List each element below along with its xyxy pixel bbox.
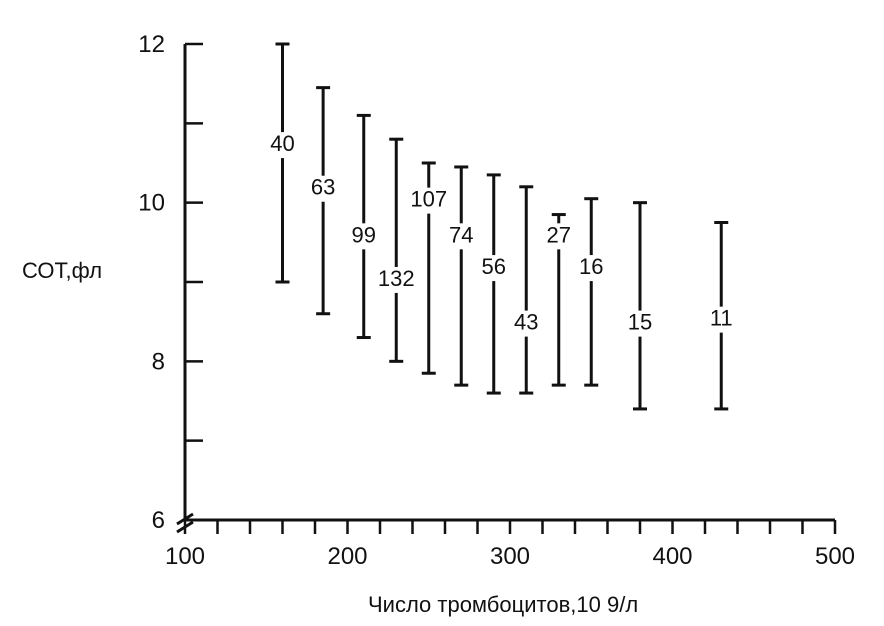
error-bar: 40 [266, 42, 299, 284]
error-bar: 27 [542, 213, 575, 387]
y-tick-label: 12 [138, 31, 165, 58]
sample-size-label: 74 [449, 222, 473, 247]
n-label-background [477, 255, 510, 282]
error-bar: 63 [307, 86, 340, 316]
n-label-background [542, 223, 575, 250]
n-label-background [373, 266, 419, 293]
n-label-background [445, 223, 478, 250]
error-bar: 11 [705, 221, 738, 411]
error-bar: 15 [624, 201, 656, 411]
n-label-background [575, 255, 608, 282]
sample-size-label: 43 [514, 310, 538, 335]
sample-size-label: 11 [710, 306, 733, 331]
x-tick-label: 400 [652, 543, 692, 570]
error-bar: 43 [510, 185, 543, 395]
sample-size-label: 15 [628, 310, 652, 335]
x-tick-label: 500 [815, 543, 855, 570]
sample-size-label: 56 [482, 254, 506, 279]
sample-size-label: 40 [270, 131, 294, 156]
error-bar: 56 [477, 173, 510, 395]
axis-break-mark [176, 512, 194, 534]
y-tick-label: 6 [152, 507, 165, 534]
n-label-background [510, 310, 543, 337]
y-tick-label: 10 [138, 190, 165, 217]
sample-size-label: 27 [547, 222, 571, 247]
n-label-background [624, 310, 656, 337]
error-bar: 74 [445, 165, 478, 387]
error-bar: 16 [575, 197, 608, 387]
n-label-background [347, 223, 380, 250]
x-tick-label: 100 [165, 543, 205, 570]
sample-size-label: 99 [352, 222, 376, 247]
error-bar: 107 [406, 161, 452, 375]
y-tick-label: 8 [152, 348, 165, 375]
y-axis: 6 8 10 12 [138, 31, 203, 534]
x-axis: 100 200 300 400 500 [165, 518, 855, 570]
n-label-background [705, 306, 738, 333]
sample-size-label: 107 [410, 187, 447, 212]
sample-size-label: 132 [378, 266, 415, 291]
x-tick-label: 300 [490, 543, 530, 570]
y-axis-title: СОТ,фл [22, 258, 102, 283]
sample-size-label: 63 [311, 175, 335, 200]
error-bar: 99 [347, 113, 380, 340]
n-label-background [266, 132, 299, 159]
error-bar: 132 [373, 137, 419, 363]
x-axis-title: Число тромбоцитов,10 9/л [368, 592, 638, 617]
n-label-background [307, 175, 340, 202]
n-label-background [406, 187, 452, 214]
x-tick-label: 200 [327, 543, 367, 570]
sample-size-label: 16 [579, 254, 603, 279]
